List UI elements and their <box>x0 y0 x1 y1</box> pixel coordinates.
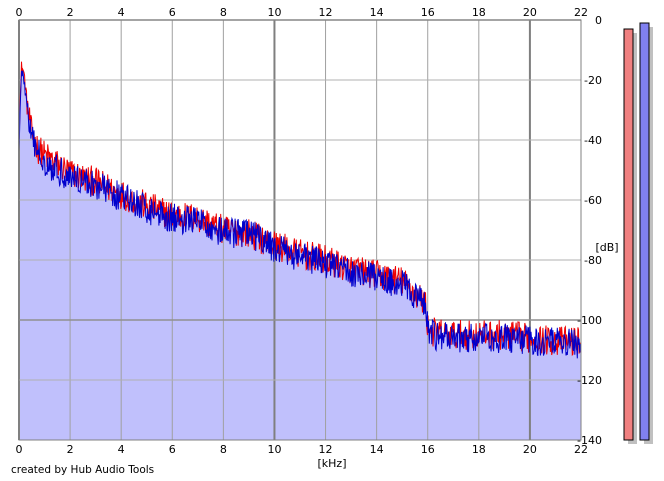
spectrum-fill <box>19 61 581 440</box>
x-tick-label-top: 2 <box>67 6 74 19</box>
x-tick-label-top: 0 <box>16 6 23 19</box>
x-tick-label-bottom: 20 <box>523 443 537 456</box>
x-tick-label-bottom: 12 <box>319 443 333 456</box>
y-axis-label: [dB] <box>595 241 618 254</box>
plot-frame <box>18 19 582 441</box>
x-tick-label-bottom: 16 <box>421 443 435 456</box>
x-tick-label-bottom: 2 <box>67 443 74 456</box>
x-tick-label-bottom: 10 <box>267 443 281 456</box>
x-tick-label-bottom: 18 <box>472 443 486 456</box>
y-tick-label: -40 <box>584 134 602 147</box>
level-meter-1 <box>623 28 634 441</box>
x-tick-label-top: 6 <box>169 6 176 19</box>
y-tick-label: 0 <box>595 14 602 27</box>
x-tick-label-top: 14 <box>370 6 384 19</box>
y-tick-label: -140 <box>577 434 602 447</box>
x-tick-label-bottom: 4 <box>118 443 125 456</box>
level-meters <box>623 22 653 444</box>
x-tick-label-top: 20 <box>523 6 537 19</box>
x-tick-label-bottom: 14 <box>370 443 384 456</box>
x-tick-label-bottom: 0 <box>16 443 23 456</box>
x-tick-label-top: 4 <box>118 6 125 19</box>
y-tick-label: -20 <box>584 74 602 87</box>
y-tick-label: -80 <box>584 254 602 267</box>
credit-text: created by Hub Audio Tools <box>11 464 154 476</box>
level-meter-2 <box>639 22 650 441</box>
series <box>18 61 582 359</box>
series-line-2 <box>18 70 582 359</box>
x-tick-label-top: 10 <box>267 6 281 19</box>
x-tick-label-top: 12 <box>319 6 333 19</box>
x-axis-label: [kHz] <box>318 457 347 470</box>
x-tick-label-bottom: 22 <box>574 443 588 456</box>
y-tick-label: -100 <box>577 314 602 327</box>
x-tick-label-top: 18 <box>472 6 486 19</box>
y-tick-label: -120 <box>577 374 602 387</box>
tick-labels: 002244668810101212141416161818202022220-… <box>16 6 603 456</box>
x-tick-label-bottom: 6 <box>169 443 176 456</box>
x-tick-label-top: 16 <box>421 6 435 19</box>
y-tick-label: -60 <box>584 194 602 207</box>
x-tick-label-bottom: 8 <box>220 443 227 456</box>
x-tick-label-top: 22 <box>574 6 588 19</box>
spectrum-area-fill <box>19 61 581 440</box>
x-tick-label-top: 8 <box>220 6 227 19</box>
